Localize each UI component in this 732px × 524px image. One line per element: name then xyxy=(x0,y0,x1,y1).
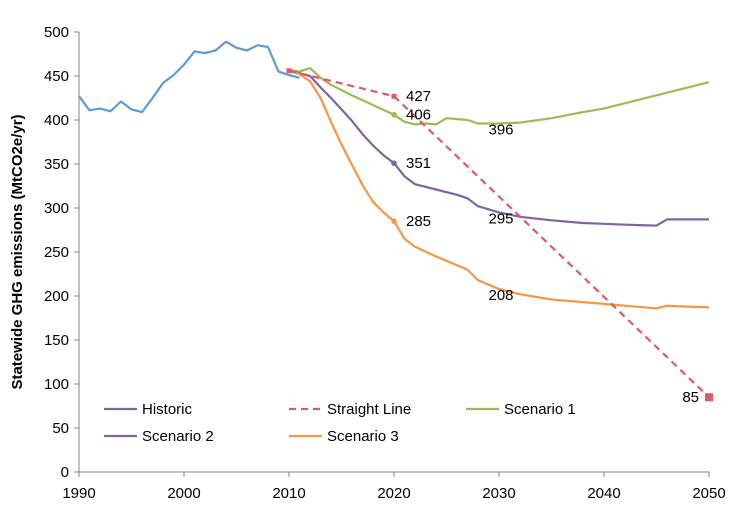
data-point-marker xyxy=(391,111,397,118)
data-point-marker xyxy=(391,93,397,99)
x-tick-label: 2030 xyxy=(482,485,515,502)
markers-group xyxy=(286,68,713,402)
series-line-scenario-3 xyxy=(288,69,710,310)
y-tick-label: 0 xyxy=(61,464,69,481)
annotations-group: 427 406 396 351 295 285 208 85 xyxy=(406,88,699,406)
series-line-historic xyxy=(78,40,300,114)
series-line-scenario-2 xyxy=(288,69,709,227)
data-point-marker xyxy=(391,218,397,224)
y-tick-label: 450 xyxy=(44,68,69,85)
y-tick-label: 250 xyxy=(44,244,69,261)
series-line-scenario-1 xyxy=(288,67,710,126)
data-label: 85 xyxy=(682,389,699,406)
x-tick-label: 2020 xyxy=(377,485,410,502)
y-tick-label: 350 xyxy=(44,156,69,173)
x-tick-label: 2010 xyxy=(272,485,305,502)
y-tick-label: 200 xyxy=(44,288,69,305)
data-label: 295 xyxy=(488,210,513,227)
data-label: 208 xyxy=(488,287,513,304)
x-tick-label: 1990 xyxy=(62,485,95,502)
x-tick-label: 2050 xyxy=(692,485,725,502)
data-point-marker xyxy=(391,160,397,166)
data-label: 351 xyxy=(406,155,431,172)
legend-label: Straight Line xyxy=(327,401,411,418)
data-point-marker xyxy=(705,393,713,402)
y-axis-label: Statewide GHG emissions (MtCO2e/yr) xyxy=(9,114,26,389)
y-axis-label-group: Statewide GHG emissions (MtCO2e/yr) xyxy=(9,114,26,389)
y-tick-label: 150 xyxy=(44,332,69,349)
data-label: 396 xyxy=(488,122,513,139)
y-tick-label: 300 xyxy=(44,200,69,217)
legend-label: Scenario 2 xyxy=(142,428,214,445)
data-point-marker xyxy=(286,68,292,74)
legend-label: Scenario 1 xyxy=(504,401,576,418)
y-tick-label: 50 xyxy=(52,420,69,437)
data-label: 285 xyxy=(406,213,431,230)
x-tick-label: 2040 xyxy=(587,485,620,502)
data-label: 427 xyxy=(406,88,431,105)
legend-label: Historic xyxy=(142,401,193,418)
y-tick-label: 100 xyxy=(44,376,69,393)
legend: Historic Straight Line Scenario 1 Scenario … xyxy=(104,401,576,445)
chart-axes: 0 50 100 150 200 250 300 350 400 450 500 1990 2000 20… xyxy=(44,24,726,502)
data-label: 406 xyxy=(406,107,431,124)
y-tick-label: 400 xyxy=(44,112,69,129)
x-tick-label: 2000 xyxy=(167,485,200,502)
y-tick-label: 500 xyxy=(44,24,69,41)
legend-label: Scenario 3 xyxy=(327,428,399,445)
